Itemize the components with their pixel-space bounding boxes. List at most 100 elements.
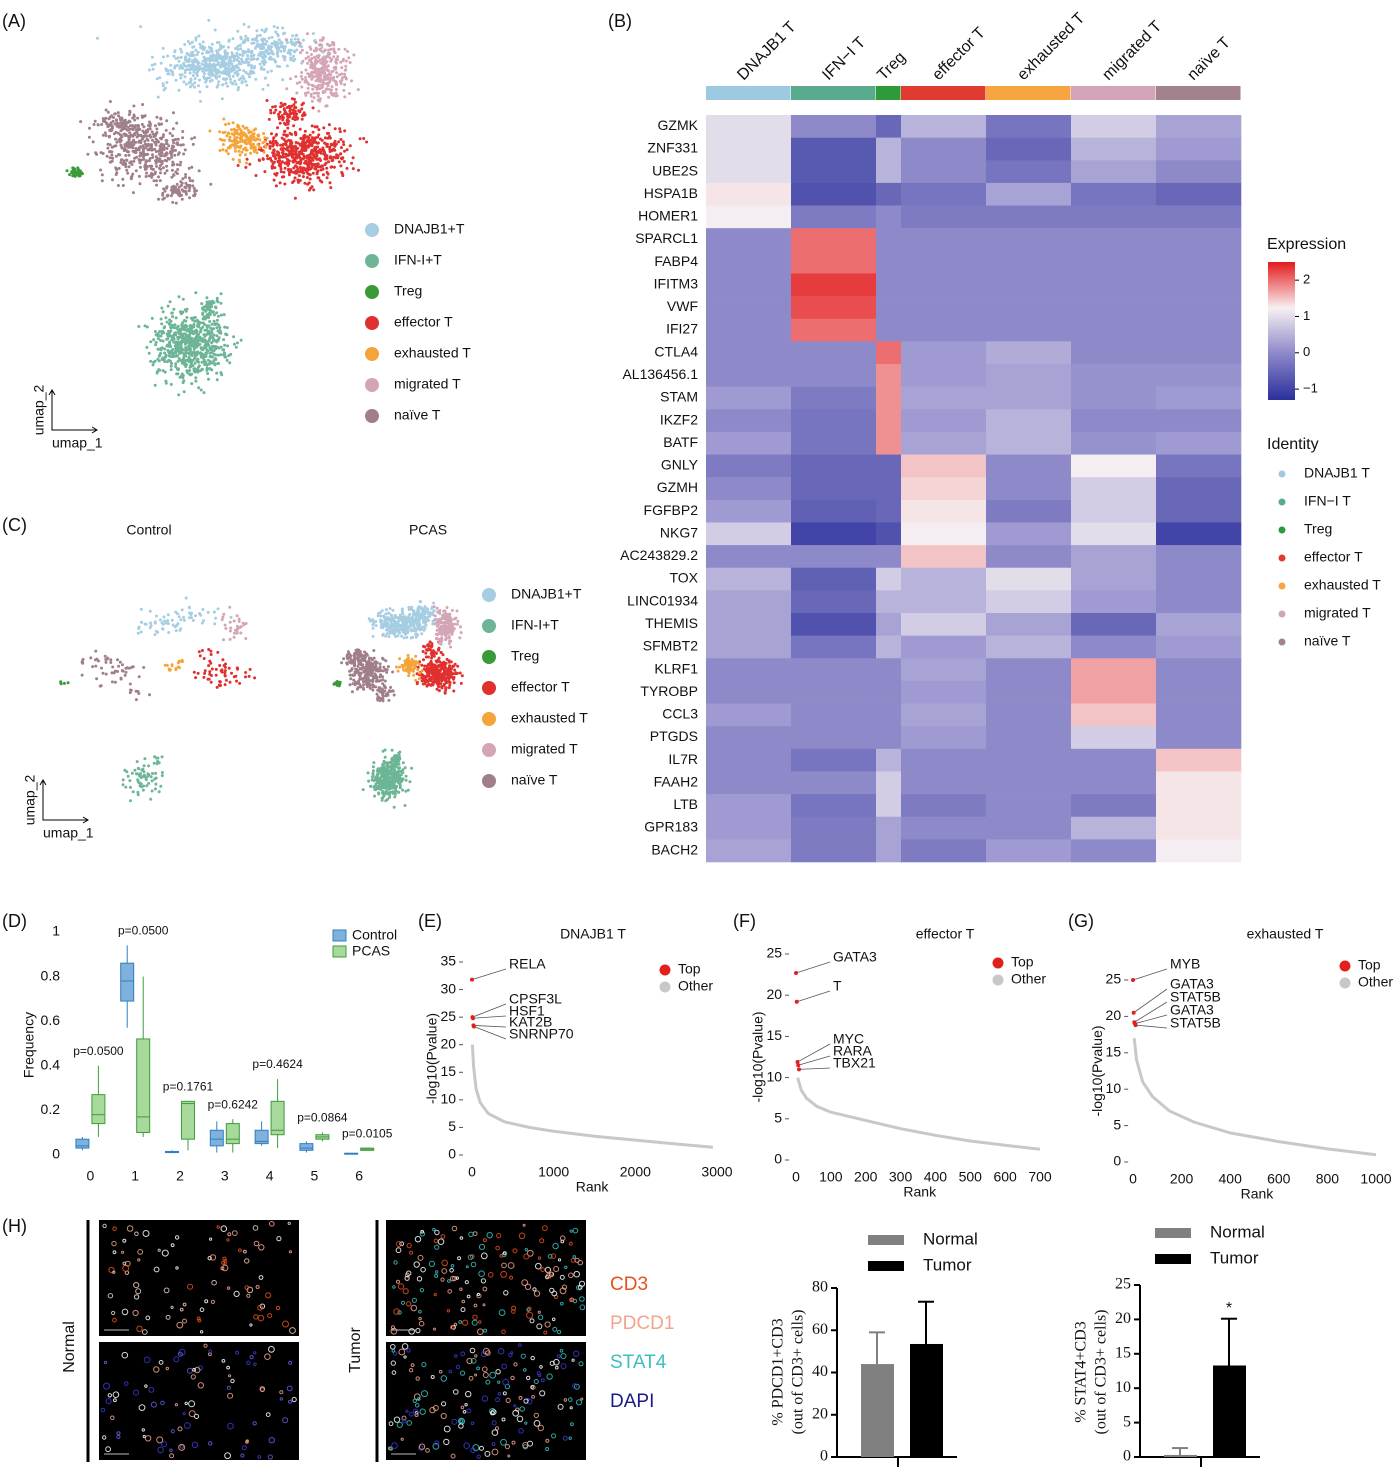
umap-point bbox=[325, 65, 329, 69]
heatmap-cell bbox=[1156, 499, 1242, 523]
umap-point bbox=[272, 160, 276, 164]
umap-point bbox=[309, 63, 313, 67]
umap-point bbox=[387, 780, 391, 784]
umap-point bbox=[269, 111, 273, 115]
umap-point bbox=[215, 49, 219, 53]
umap-point bbox=[170, 338, 174, 342]
umap-point bbox=[380, 769, 384, 773]
heatmap-cell bbox=[901, 590, 987, 614]
umap-point bbox=[167, 631, 171, 634]
umap-point bbox=[306, 140, 310, 144]
umap-point bbox=[214, 673, 218, 677]
umap-point bbox=[223, 623, 227, 627]
umap-point bbox=[236, 45, 240, 48]
umap-point bbox=[339, 164, 343, 168]
umap-point bbox=[310, 165, 314, 169]
umap-point bbox=[334, 87, 338, 91]
umap-point bbox=[335, 83, 338, 87]
umap-point bbox=[313, 67, 317, 71]
umap-point bbox=[236, 56, 240, 60]
umap-point bbox=[145, 784, 149, 788]
umap-point bbox=[220, 97, 224, 101]
umap-point bbox=[182, 319, 186, 322]
gene-label: BACH2 bbox=[651, 841, 698, 857]
heatmap-cell bbox=[986, 409, 1072, 433]
umap-point bbox=[343, 75, 347, 79]
umap-point bbox=[231, 37, 235, 41]
umap-point bbox=[274, 108, 278, 112]
umap-point bbox=[151, 772, 154, 775]
umap-point bbox=[254, 138, 258, 142]
umap-point bbox=[120, 127, 124, 131]
heatmap-cell bbox=[1156, 477, 1242, 501]
cluster-bar bbox=[986, 86, 1071, 100]
umap-point bbox=[172, 173, 176, 177]
umap-point bbox=[415, 672, 419, 676]
umap-point bbox=[160, 358, 164, 361]
heatmap-cell bbox=[1071, 477, 1157, 501]
umap-point bbox=[414, 654, 418, 658]
umap-point bbox=[220, 60, 224, 64]
umap-point bbox=[287, 173, 291, 177]
umap-point bbox=[208, 659, 212, 663]
heatmap-cell bbox=[986, 680, 1072, 704]
umap-point bbox=[161, 46, 165, 50]
umap-point bbox=[103, 654, 107, 658]
umap-point bbox=[239, 144, 243, 148]
umap-point bbox=[331, 158, 335, 162]
umap-point bbox=[189, 358, 193, 362]
umap-point bbox=[197, 34, 201, 38]
umap-point bbox=[113, 680, 117, 684]
umap-point bbox=[138, 153, 142, 157]
umap-point bbox=[145, 345, 149, 349]
umap-point bbox=[192, 670, 196, 674]
umap-point bbox=[236, 48, 240, 51]
umap-point bbox=[185, 52, 189, 55]
umap-point bbox=[239, 625, 243, 628]
umap-point bbox=[224, 66, 228, 70]
umap-point bbox=[138, 182, 142, 186]
umap-point bbox=[403, 766, 407, 770]
umap-point bbox=[319, 49, 323, 53]
umap-point bbox=[317, 176, 321, 180]
umap-point bbox=[148, 693, 151, 697]
umap-point bbox=[249, 130, 253, 134]
heatmap-cell bbox=[986, 816, 1072, 840]
umap-point bbox=[160, 346, 164, 350]
umap-point bbox=[246, 38, 250, 42]
umap-point bbox=[150, 779, 154, 783]
umap-point bbox=[204, 361, 208, 364]
umap-point bbox=[350, 79, 353, 83]
legend-marker bbox=[1278, 610, 1286, 618]
umap-point bbox=[241, 74, 245, 78]
umap-point bbox=[286, 134, 289, 137]
umap-point bbox=[386, 784, 390, 788]
umap-point bbox=[227, 132, 230, 135]
umap-point bbox=[228, 637, 232, 641]
umap-point bbox=[279, 143, 282, 147]
umap-point bbox=[182, 61, 186, 65]
umap-point bbox=[117, 166, 121, 170]
umap-point bbox=[304, 57, 308, 60]
umap-point bbox=[203, 328, 207, 332]
umap-point bbox=[307, 136, 310, 140]
gene-label: LINC01934 bbox=[627, 592, 698, 608]
gene-label: KLRF1 bbox=[654, 660, 698, 676]
umap-point bbox=[273, 166, 277, 170]
umap-point bbox=[382, 614, 386, 618]
umap-point bbox=[202, 333, 206, 337]
umap-point bbox=[321, 62, 325, 66]
umap-point bbox=[181, 143, 185, 147]
umap-point bbox=[235, 614, 239, 618]
umap-point bbox=[323, 136, 327, 140]
umap-point bbox=[156, 334, 160, 338]
umap-point bbox=[212, 319, 216, 323]
umap-point bbox=[121, 162, 125, 166]
umap-point bbox=[401, 768, 405, 772]
umap-point bbox=[208, 73, 212, 77]
heatmap-cell bbox=[1071, 522, 1157, 546]
umap-point bbox=[333, 127, 337, 131]
umap-point bbox=[204, 61, 208, 65]
umap-point bbox=[298, 127, 302, 131]
panel-label: (B) bbox=[608, 11, 632, 31]
